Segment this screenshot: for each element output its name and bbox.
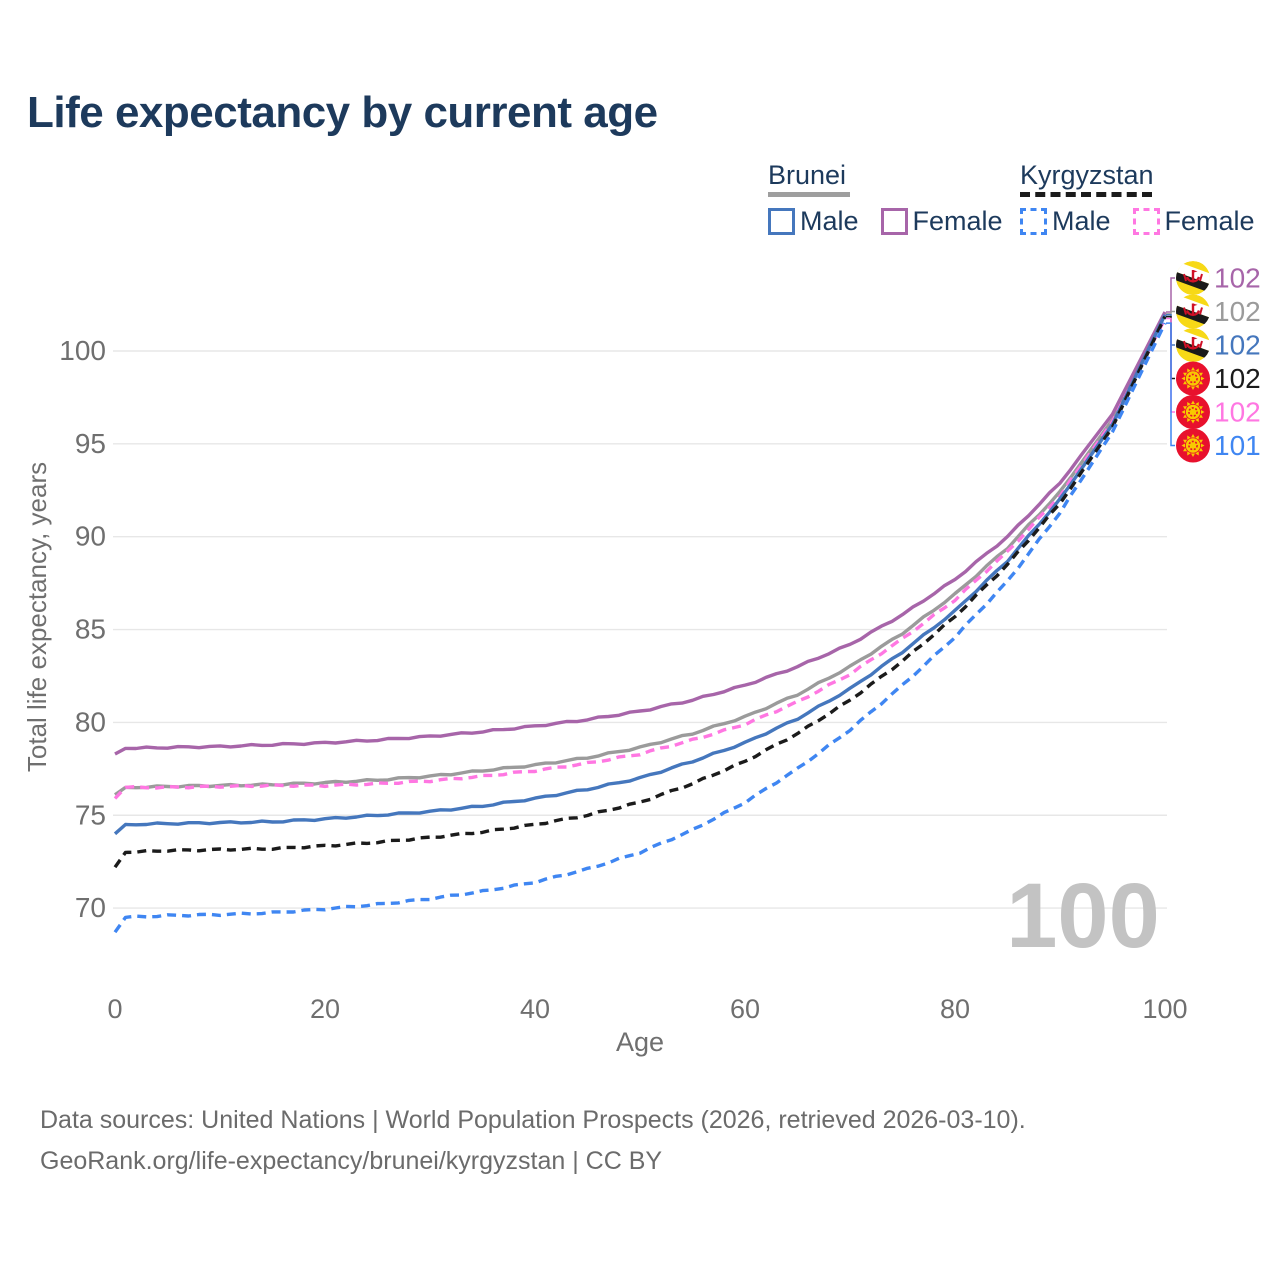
end-value-label-brunei-male: 102 [1214, 330, 1261, 361]
y-tick-label-95: 95 [75, 428, 106, 459]
end-value-label-kyrgyzstan-male: 101 [1214, 430, 1261, 461]
attribution-text: GeoRank.org/life-expectancy/brunei/kyrgy… [40, 1147, 663, 1175]
kyrgyzstan-line-style-swatch [1020, 192, 1152, 198]
series-line-kyrgyzstan-female [113, 317, 1167, 800]
y-tick-label-70: 70 [75, 892, 106, 923]
end-connector-kyrgyzstan-male [1166, 322, 1175, 447]
end-value-label-kyrgyzstan-all: 102 [1214, 363, 1261, 394]
y-tick-label-80: 80 [75, 706, 106, 737]
legend-label-brunei-male: Male [800, 206, 859, 237]
x-axis-label: Age [616, 1027, 664, 1057]
data-sources-text: Data sources: United Nations | World Pop… [40, 1106, 1026, 1134]
age-counter-watermark: 100 [1006, 865, 1160, 967]
end-connector-brunei-female [1166, 277, 1175, 313]
y-tick-label-100: 100 [59, 335, 106, 366]
x-tick-label-40: 40 [520, 994, 550, 1024]
kyrgyzstan-flag-icon [1176, 428, 1210, 463]
x-tick-label-80: 80 [940, 994, 970, 1024]
brunei-male-swatch-icon [768, 208, 795, 236]
legend-country-kyrgyzstan: Kyrgyzstan [1020, 160, 1154, 190]
legend-item-kyrgyzstan-female[interactable]: Female [1132, 206, 1255, 237]
y-tick-label-90: 90 [75, 521, 106, 552]
end-connector-brunei-all [1166, 310, 1175, 315]
end-value-label-brunei-female: 102 [1214, 263, 1261, 294]
x-tick-label-0: 0 [107, 994, 122, 1024]
y-axis-label: Total life expectancy, years [22, 462, 52, 772]
x-tick-label-60: 60 [730, 994, 760, 1024]
x-tick-label-100: 100 [1142, 994, 1187, 1024]
y-tick-label-85: 85 [75, 614, 106, 645]
series-line-kyrgyzstan-all [113, 315, 1167, 869]
legend-item-kyrgyzstan-male[interactable]: Male [1020, 206, 1111, 237]
page-title: Life expectancy by current age [27, 88, 658, 137]
brunei-female-swatch-icon [880, 208, 908, 236]
legend-item-brunei-male[interactable]: Male [768, 206, 859, 237]
kyrgyzstan-flag-icon [1176, 395, 1210, 429]
end-value-label-brunei-all: 102 [1214, 296, 1261, 327]
x-tick-label-20: 20 [310, 994, 340, 1024]
kyrgyzstan-male-swatch-icon [1020, 208, 1047, 236]
end-value-label-kyrgyzstan-female: 102 [1214, 397, 1261, 428]
kyrgyzstan-flag-icon [1176, 361, 1210, 396]
brunei-line-style-swatch [768, 192, 850, 198]
legend-group-kyrgyzstan: Kyrgyzstan Male Female [1020, 161, 1277, 237]
kyrgyzstan-female-swatch-icon [1132, 208, 1160, 236]
brunei-flag-icon [1176, 294, 1210, 329]
y-tick-label-75: 75 [75, 799, 106, 830]
legend-label-kyrgyzstan-female: Female [1164, 206, 1255, 237]
series-line-kyrgyzstan-male [113, 322, 1167, 934]
series-line-brunei-male [113, 314, 1167, 836]
series-line-brunei-female [114, 311, 1167, 756]
legend-label-kyrgyzstan-male: Male [1052, 206, 1111, 237]
series-line-brunei-all [114, 313, 1167, 797]
brunei-flag-icon [1176, 261, 1210, 295]
legend-label-brunei-female: Female [912, 206, 1003, 237]
legend-item-brunei-female[interactable]: Female [880, 206, 1003, 237]
legend-group-brunei: Brunei Male Female [768, 161, 1025, 237]
brunei-flag-icon [1176, 328, 1210, 362]
legend-country-brunei: Brunei [768, 160, 847, 190]
